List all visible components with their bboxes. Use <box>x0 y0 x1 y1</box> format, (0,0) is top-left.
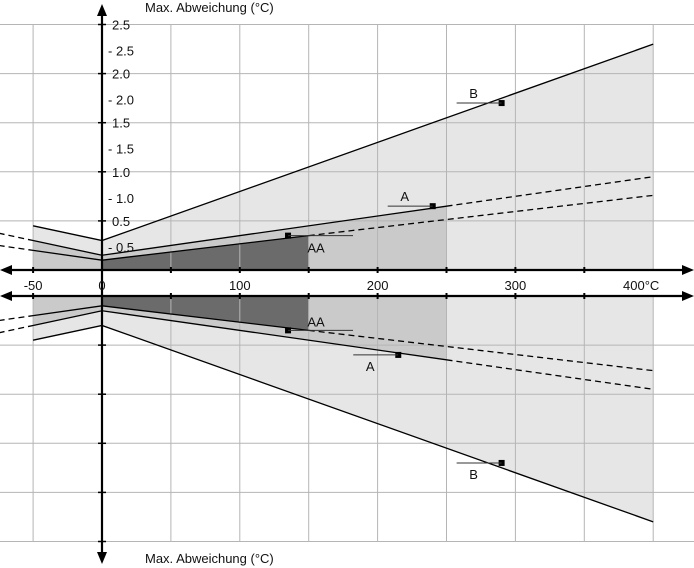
curve-a-top-extension <box>446 176 654 207</box>
x-tick-label: 200 <box>367 278 389 293</box>
x-tick-label: 0 <box>98 278 105 293</box>
label-aa-bottom: AA <box>307 314 325 329</box>
x-tick-label: 100 <box>229 278 251 293</box>
axes <box>0 4 694 564</box>
y-tick-label: - 2.0 <box>108 93 134 108</box>
curve-aa-top-extension <box>308 194 654 237</box>
label-b-bottom: B <box>469 467 478 482</box>
band-aa-top <box>102 235 309 270</box>
label-aa-top: AA <box>307 241 325 256</box>
label-a-bottom: A <box>366 359 375 374</box>
x-tick-label: 300 <box>505 278 527 293</box>
y-tick-label: - 0.5 <box>108 240 134 255</box>
curve-aa-bottom-lead <box>0 314 34 322</box>
x-axis-top-arrow-left <box>0 265 12 275</box>
y-axis-title-top: Max. Abweichung (°C) <box>145 0 274 15</box>
curve-a-bottom-lead <box>0 324 34 334</box>
y-axis-arrow-top <box>97 4 107 16</box>
grid-lines <box>0 24 694 542</box>
band-aa-bottom <box>102 296 309 331</box>
curve-aa-top-lead <box>0 244 34 252</box>
y-tick-label: - 1.5 <box>108 142 134 157</box>
y-tick-label: 0.5 <box>112 214 130 229</box>
y-tick-label: 2.5 <box>112 18 130 33</box>
y-tick-label: - 2.5 <box>108 44 134 59</box>
x-tick-label: 400°C <box>623 278 659 293</box>
y-tick-label: 1.5 <box>112 116 130 131</box>
y-axis-title-bottom: Max. Abweichung (°C) <box>145 551 274 566</box>
label-b-top: B <box>469 86 478 101</box>
y-tick-label: 1.0 <box>112 165 130 180</box>
x-tick-label: -50 <box>24 278 43 293</box>
y-tick-label: - 1.0 <box>108 191 134 206</box>
x-axis-bottom-arrow-right <box>682 291 694 301</box>
curve-a-bottom-extension <box>446 359 654 390</box>
y-tick-label: 2.0 <box>112 67 130 82</box>
x-axis-top-arrow-right <box>682 265 694 275</box>
label-a-top: A <box>400 189 409 204</box>
x-axis-bottom-arrow-left <box>0 291 12 301</box>
y-axis-arrow-bottom <box>97 552 107 564</box>
curve-a-top-lead <box>0 232 34 242</box>
tick-labels: -50 0 100 200 300 400°C 0.5 1.0 1.5 2.0 2.5 - 0.5 - … <box>24 18 660 294</box>
curve-aa-bottom-extension <box>308 329 654 372</box>
